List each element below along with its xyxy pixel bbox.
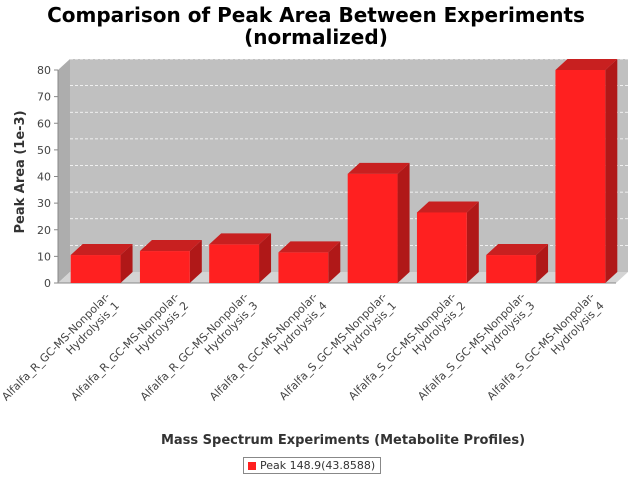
bar-front (486, 255, 537, 283)
bar-front (347, 173, 398, 283)
bar-side (259, 233, 272, 283)
plot-area (57, 58, 628, 284)
y-tick-label: 70 (37, 91, 51, 104)
bar (209, 233, 272, 283)
bar-side (328, 241, 341, 283)
bar-side (189, 240, 202, 283)
bar-series (70, 59, 618, 283)
bar-side (605, 59, 618, 283)
bar-front (139, 251, 190, 283)
bar-front (278, 252, 329, 283)
bar (555, 59, 618, 283)
bar-top (209, 233, 272, 245)
bar-top (70, 244, 133, 256)
y-tick-label: 0 (44, 277, 51, 290)
bar-front (416, 212, 467, 283)
y-tick-label: 10 (37, 250, 51, 263)
y-tick-label: 60 (37, 117, 51, 130)
x-axis-label: Mass Spectrum Experiments (Metabolite Pr… (161, 433, 525, 448)
y-tick-label: 20 (37, 224, 51, 237)
bar-side (120, 244, 133, 283)
bar (70, 244, 133, 283)
bar-front (555, 70, 606, 283)
bar-side (397, 162, 410, 283)
bar (347, 162, 410, 283)
bar (278, 241, 341, 283)
x-tick-label: Alfalfa_R_GC-MS-Nonpolar-Hydrolysis_1 (0, 290, 122, 413)
legend-label: Peak 148.9(43.8588) (260, 459, 376, 472)
bar-top (139, 240, 202, 252)
bar-front (209, 244, 260, 283)
chart-title-line-1: Comparison of Peak Area Between Experime… (47, 3, 585, 27)
bar (416, 201, 479, 283)
bar (486, 244, 549, 283)
plot-left-wall (58, 59, 70, 283)
bar-top (347, 162, 410, 174)
y-tick-label: 40 (37, 171, 51, 184)
y-tick-label: 30 (37, 197, 51, 210)
plot-floor (58, 272, 628, 283)
bar-top (555, 59, 618, 70)
bar-side (466, 201, 479, 283)
y-tick-label: 80 (37, 64, 51, 77)
bar-front (70, 255, 121, 283)
y-axis-label: Peak Area (1e-3) (13, 110, 28, 233)
legend-swatch (248, 461, 256, 470)
bar-top (416, 201, 479, 213)
y-tick-label: 50 (37, 144, 51, 157)
bar-side (536, 244, 549, 283)
bar-top (486, 244, 549, 256)
y-axis: 0 10 20 30 40 50 60 70 80 (37, 64, 58, 290)
chart-title-line-2: (normalized) (244, 25, 388, 49)
bar-top (278, 241, 341, 253)
bar (139, 240, 202, 283)
x-axis: Alfalfa_R_GC-MS-Nonpolar-Hydrolysis_1Alf… (0, 290, 607, 413)
legend: Peak 148.9(43.8588) (243, 457, 382, 474)
